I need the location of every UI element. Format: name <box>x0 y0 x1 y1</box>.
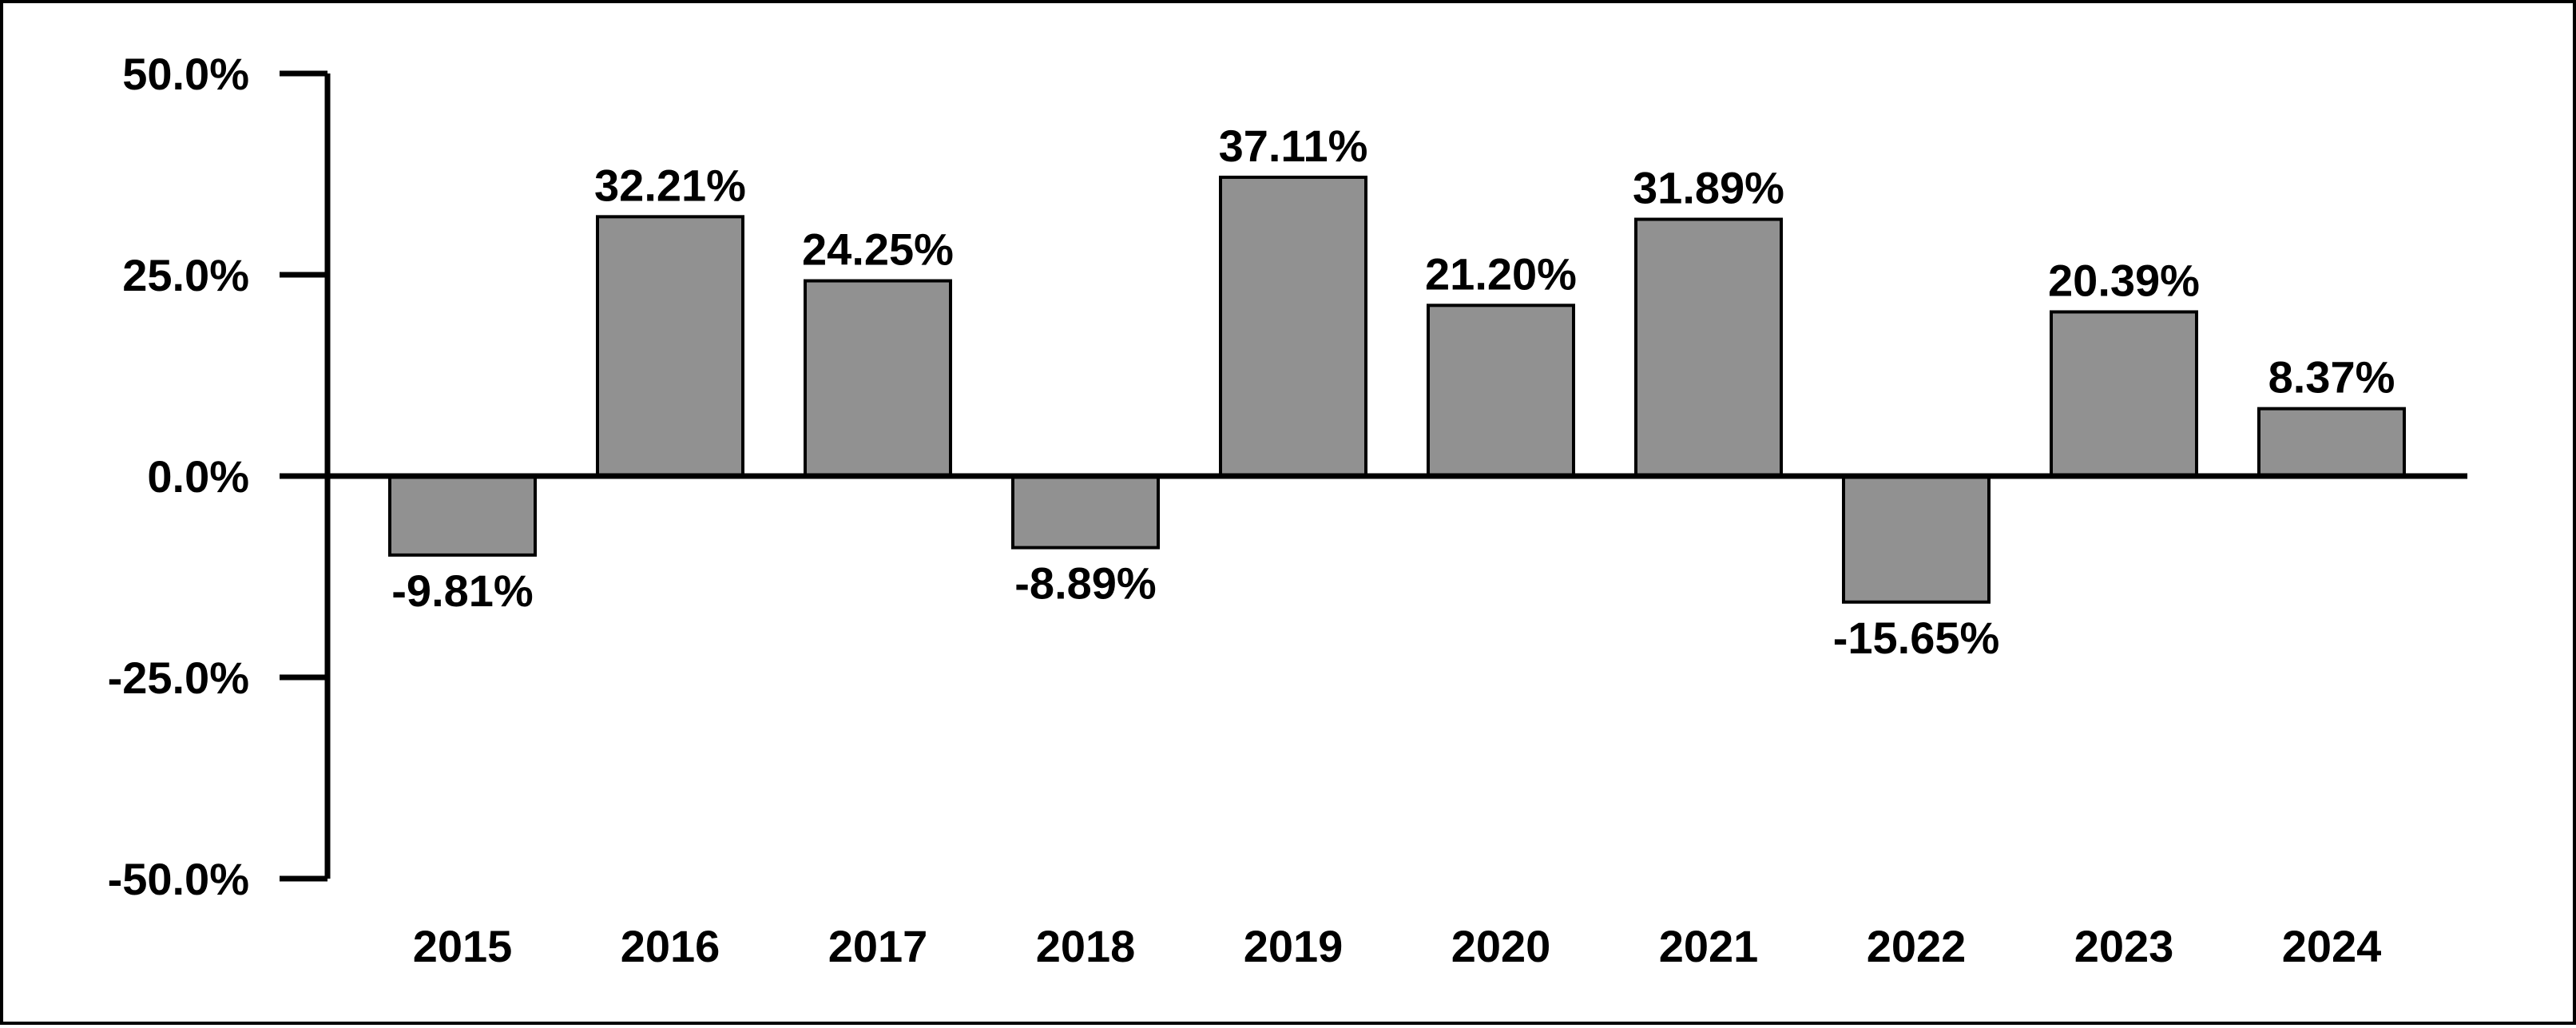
x-tick-label-2019: 2019 <box>1244 921 1344 971</box>
data-label-2021: 31.89% <box>1633 163 1784 213</box>
x-tick-label-2016: 2016 <box>621 921 720 971</box>
data-label-2017: 24.25% <box>802 224 954 275</box>
data-label-2016: 32.21% <box>594 160 746 210</box>
bar-2023 <box>2050 310 2198 478</box>
y-tick-label: 0.0% <box>147 451 249 502</box>
x-tick-label-2018: 2018 <box>1036 921 1136 971</box>
x-tick-label-2020: 2020 <box>1451 921 1551 971</box>
bar-2015 <box>388 474 537 557</box>
bar-2019 <box>1219 175 1367 478</box>
data-label-2022: -15.65% <box>1833 613 2000 663</box>
y-tick-label: 50.0% <box>122 49 249 99</box>
bar-2024 <box>2257 407 2406 478</box>
labels-group: 50.0% 25.0% 0.0% -25.0% -50.0% -9.81% 2015 32.2… <box>108 49 2395 971</box>
bar-2018 <box>1011 474 1160 550</box>
chart-canvas: 50.0% 25.0% 0.0% -25.0% -50.0% -9.81% 2015 32.2… <box>108 49 2467 971</box>
bar-2021 <box>1634 217 1783 478</box>
data-label-2020: 21.20% <box>1425 248 1577 299</box>
y-tick-label: -25.0% <box>108 653 249 703</box>
data-label-2018: -8.89% <box>1014 558 1156 609</box>
x-tick-label-2017: 2017 <box>828 921 928 971</box>
bars-group <box>388 175 2406 604</box>
x-tick-label-2015: 2015 <box>413 921 513 971</box>
data-label-2015: -9.81% <box>391 566 533 616</box>
x-tick-label-2024: 2024 <box>2282 921 2382 971</box>
axes-group <box>280 70 331 882</box>
x-tick-label-2022: 2022 <box>1867 921 1967 971</box>
y-tick-label: 25.0% <box>122 250 249 300</box>
x-tick-label-2023: 2023 <box>2074 921 2174 971</box>
bar-2020 <box>1427 304 1575 478</box>
y-tick-label: -50.0% <box>108 854 249 904</box>
data-label-2024: 8.37% <box>2268 352 2395 403</box>
x-tick-label-2021: 2021 <box>1659 921 1759 971</box>
data-label-2019: 37.11% <box>1219 121 1368 171</box>
bar-2016 <box>596 215 744 478</box>
bar-2017 <box>804 279 952 478</box>
data-label-2023: 20.39% <box>2048 255 2200 305</box>
bar-2022 <box>1842 474 1991 604</box>
